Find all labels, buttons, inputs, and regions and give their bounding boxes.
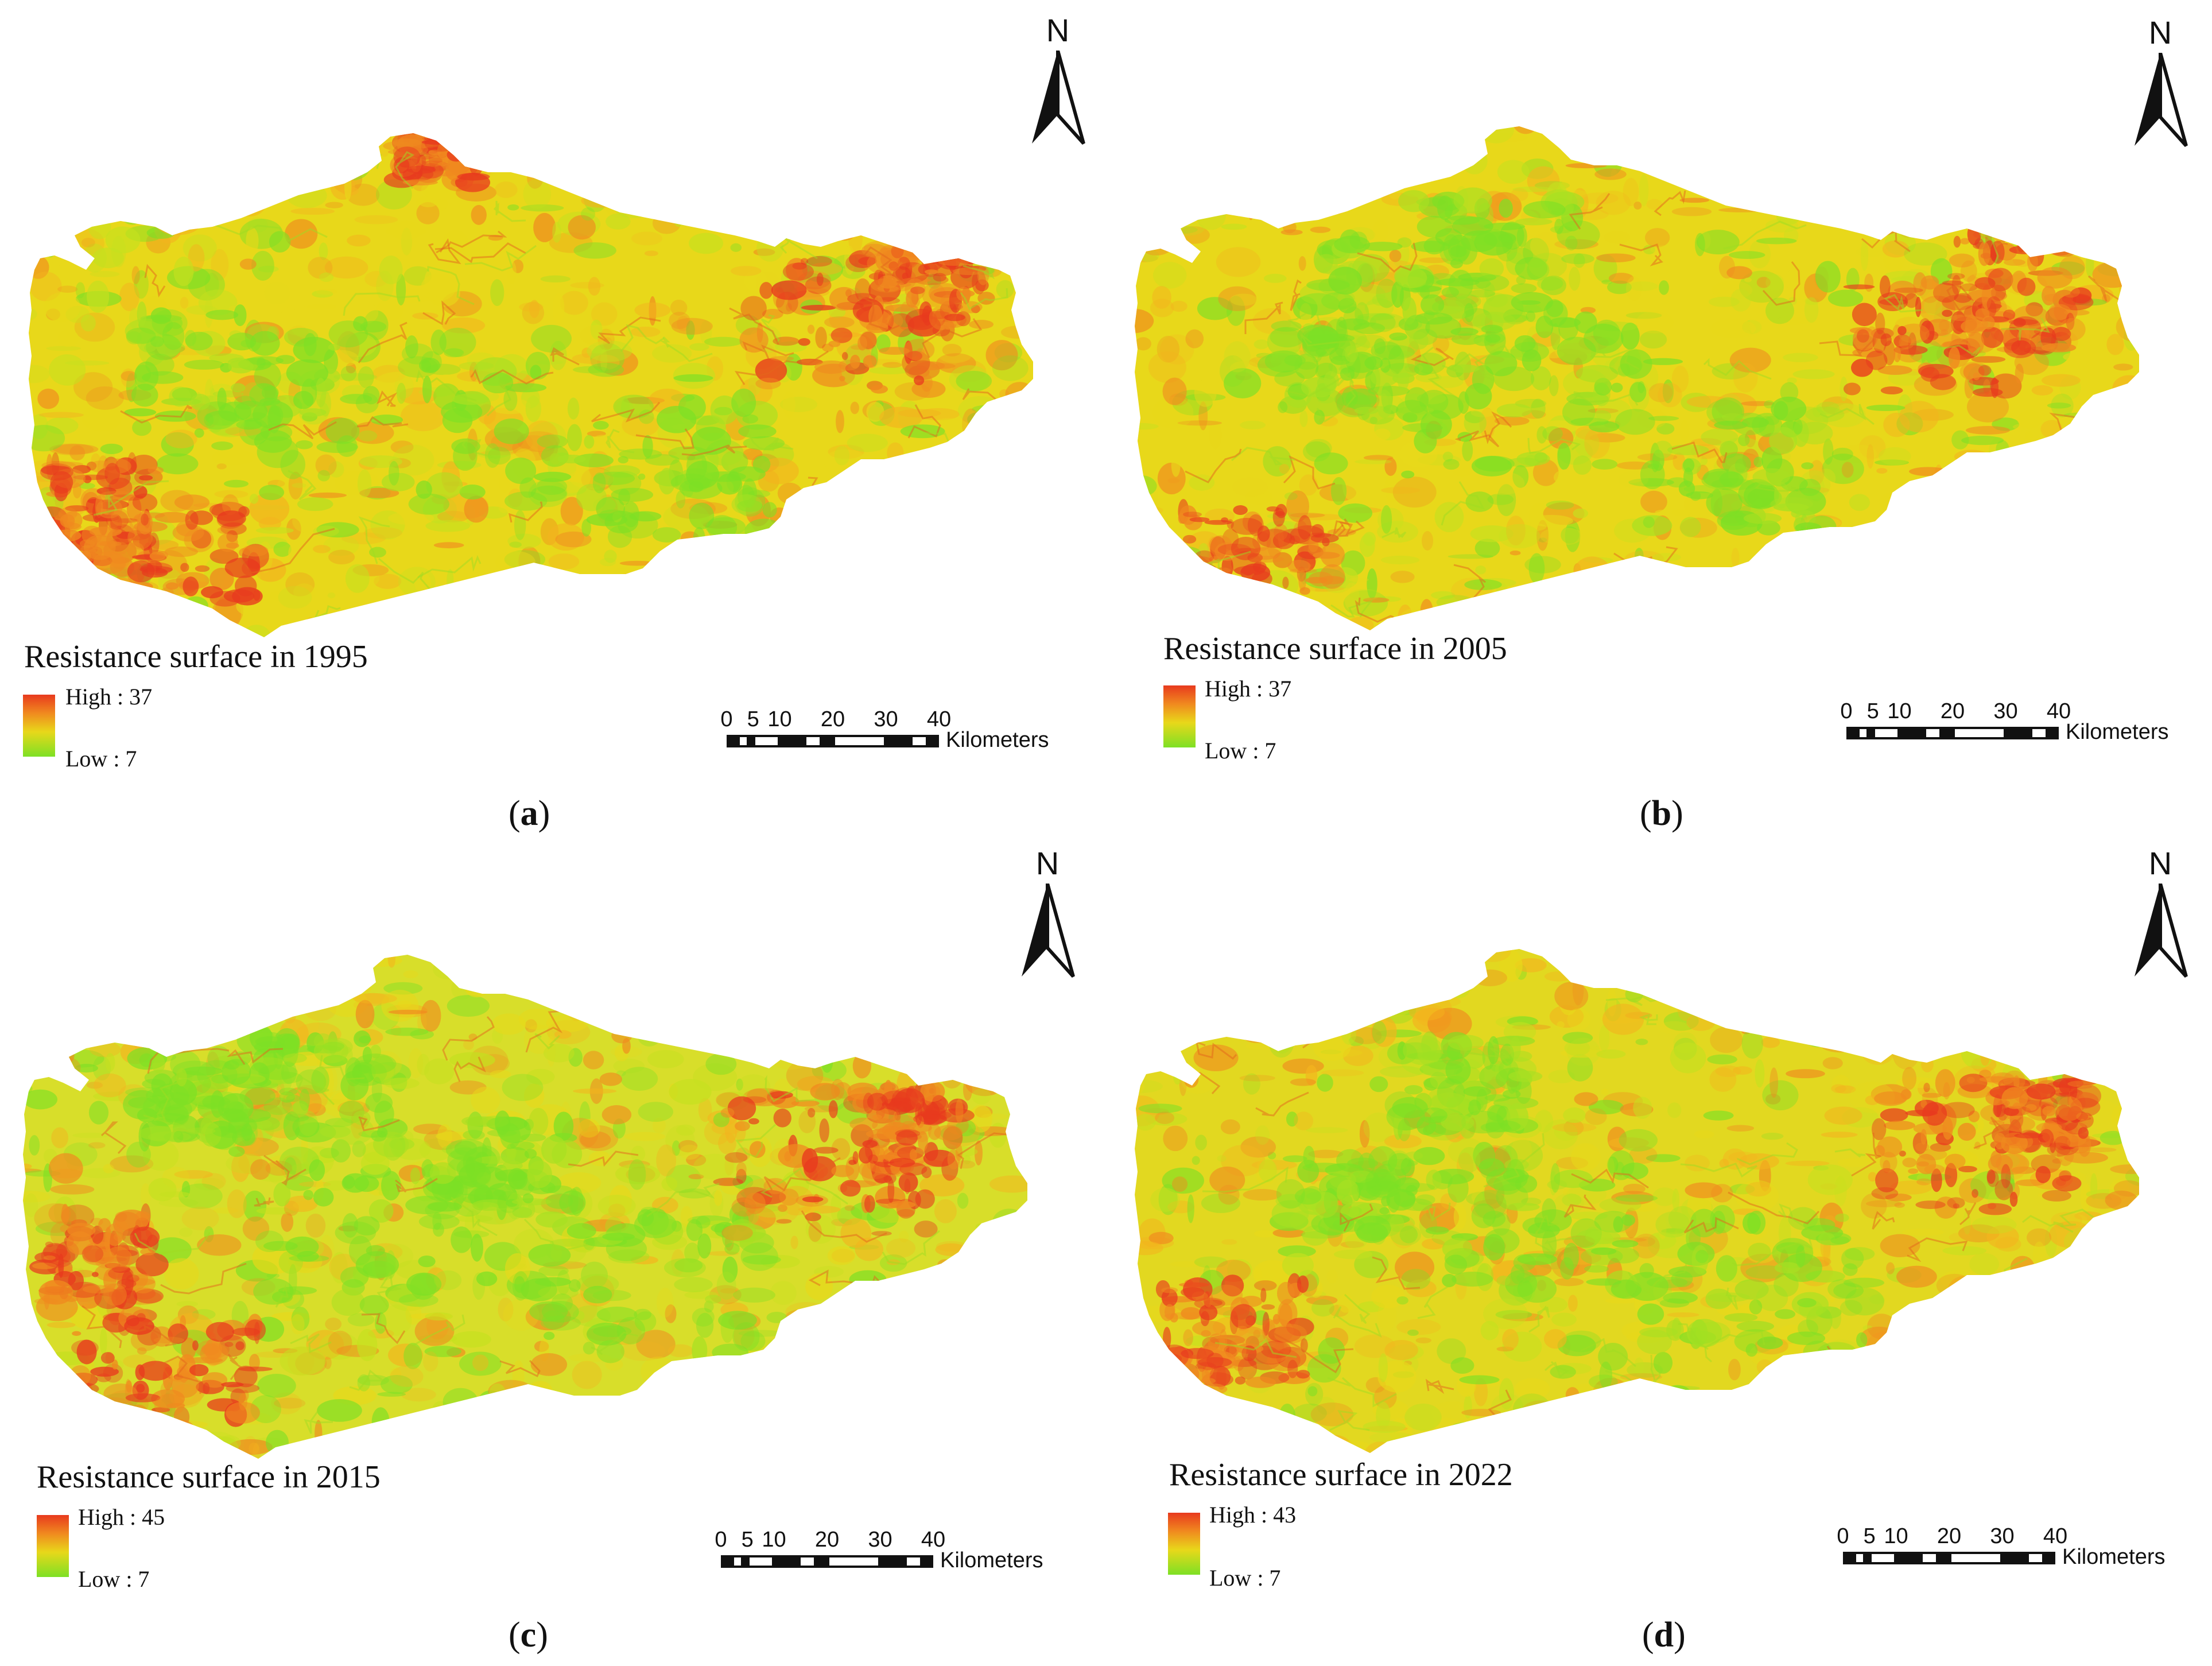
- legend-color-ramp: [23, 695, 55, 757]
- resistance-map-2015: [23, 955, 1027, 1459]
- scale-tick-label: 0: [720, 707, 733, 731]
- scale-tick-label: 40: [2043, 1524, 2068, 1548]
- scale-bar-subdivision: [2028, 1554, 2042, 1562]
- scale-bar-segment: [1869, 1552, 1896, 1564]
- scale-bar-segment: [1873, 727, 1900, 739]
- scale-tick-label: 5: [747, 707, 759, 731]
- north-arrow: N: [2129, 844, 2192, 978]
- scale-bar-subdivision: [906, 1557, 920, 1566]
- scale-tick-label: 5: [1866, 699, 1879, 723]
- panel-c: Resistance surface in 2015 High : 45 Low…: [0, 833, 1106, 1666]
- north-arrow-icon: [2135, 884, 2188, 978]
- scale-bar-subdivision: [1856, 1554, 1863, 1562]
- scale-tick-label: 10: [762, 1528, 786, 1552]
- panel-label: (b): [1640, 794, 1683, 833]
- legend-low-label: Low : 7: [1205, 738, 1276, 764]
- scale-bar-segment: [833, 735, 886, 747]
- scale-bar-subdivision: [1860, 729, 1866, 737]
- scale-bar-subdivision: [2032, 729, 2046, 737]
- north-arrow: N: [1016, 844, 1079, 978]
- north-arrow-icon: [2135, 53, 2188, 148]
- north-arrow-letter: N: [1046, 12, 1070, 48]
- legend-low-label: Low : 7: [1209, 1565, 1281, 1591]
- scale-unit-label: Kilometers: [946, 728, 1049, 752]
- scale-tick-label: 40: [926, 707, 952, 731]
- scale-unit-label: Kilometers: [2066, 720, 2169, 744]
- scale-tick-label: 30: [868, 1528, 892, 1552]
- scale-tick-label: 5: [1863, 1524, 1876, 1548]
- north-arrow-letter: N: [2148, 14, 2172, 51]
- scale-tick-label: 30: [874, 707, 898, 731]
- scale-bar-segment: [753, 735, 780, 747]
- legend-high-label: High : 43: [1209, 1502, 1297, 1528]
- north-arrow-letter: N: [2148, 845, 2172, 881]
- scale-bar: 0 5 10 20 30 40 Kilometers: [720, 707, 1091, 770]
- legend-title: Resistance surface in 2015: [37, 1459, 381, 1495]
- scale-tick-label: 5: [741, 1528, 754, 1552]
- legend-low-label: Low : 7: [78, 1566, 150, 1592]
- scale-bar: 0 5 10 20 30 40 Kilometers: [715, 1528, 1085, 1591]
- panel-d: Resistance surface in 2022 High : 43 Low…: [1106, 833, 2212, 1666]
- panel-label: (c): [509, 1615, 548, 1655]
- scale-bar-subdivision: [1926, 729, 1939, 737]
- scale-tick-label: 0: [715, 1528, 727, 1552]
- scale-tick-label: 0: [1837, 1524, 1849, 1548]
- scale-unit-label: Kilometers: [940, 1548, 1043, 1572]
- scale-tick-label: 10: [767, 707, 792, 731]
- scale-tick-label: 20: [820, 707, 845, 731]
- scale-tick-label: 10: [1887, 699, 1912, 723]
- legend-color-ramp: [1163, 685, 1196, 747]
- panel-label: (a): [509, 794, 550, 833]
- scale-tick-label: 0: [1840, 699, 1853, 723]
- scale-tick-label: 10: [1884, 1524, 1908, 1548]
- scale-tick-label: 20: [814, 1528, 840, 1552]
- resistance-map-2022: [1135, 949, 2139, 1453]
- scale-bar-segment: [747, 1555, 774, 1568]
- legend-color-ramp: [1168, 1513, 1200, 1575]
- scale-bar-subdivision: [740, 737, 747, 745]
- legend-high-label: High : 45: [78, 1504, 165, 1530]
- resistance-map-2005: [1135, 126, 2139, 630]
- scale-bar-subdivision: [800, 1557, 814, 1566]
- north-arrow-icon: [1032, 51, 1085, 145]
- scale-bar-subdivision: [912, 737, 926, 745]
- legend-high-label: High : 37: [1205, 676, 1292, 702]
- scale-tick-label: 20: [1937, 1524, 1962, 1548]
- north-arrow-icon: [1022, 884, 1075, 978]
- north-arrow: N: [2129, 14, 2192, 148]
- scale-tick-label: 30: [1990, 1524, 2015, 1548]
- north-arrow: N: [1026, 11, 1089, 145]
- scale-bar-subdivision: [806, 737, 820, 745]
- legend-title: Resistance surface in 1995: [24, 639, 368, 675]
- scale-bar: 0 5 10 20 30 40 Kilometers: [1837, 1524, 2207, 1587]
- scale-tick-label: 20: [1940, 699, 1965, 723]
- scale-bar-segment: [1949, 1552, 2003, 1564]
- north-arrow-letter: N: [1035, 845, 1060, 881]
- scale-tick-label: 30: [1993, 699, 2018, 723]
- scale-tick-label: 40: [2046, 699, 2071, 723]
- panel-a: Resistance surface in 1995 High : 37 Low…: [0, 0, 1106, 833]
- legend-high-label: High : 37: [65, 684, 153, 710]
- panel-label: (d): [1642, 1615, 1686, 1655]
- resistance-map-1995: [29, 133, 1033, 637]
- legend-low-label: Low : 7: [65, 746, 137, 772]
- scale-unit-label: Kilometers: [2062, 1545, 2166, 1569]
- scale-tick-label: 40: [921, 1528, 946, 1552]
- scale-bar-subdivision: [1922, 1554, 1936, 1562]
- scale-bar-segment: [827, 1555, 880, 1568]
- scale-bar: 0 5 10 20 30 40 Kilometers: [1840, 699, 2210, 762]
- legend-title: Resistance surface in 2005: [1163, 631, 1507, 667]
- scale-bar-segment: [1953, 727, 2006, 739]
- panel-b: Resistance surface in 2005 High : 37 Low…: [1106, 0, 2212, 833]
- legend-color-ramp: [37, 1515, 69, 1577]
- scale-bar-subdivision: [734, 1557, 741, 1566]
- legend-title: Resistance surface in 2022: [1169, 1457, 1513, 1493]
